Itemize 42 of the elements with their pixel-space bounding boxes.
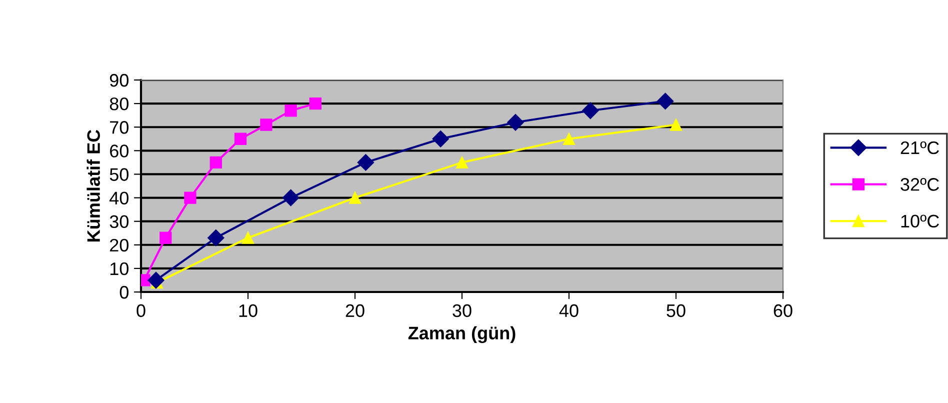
y-tick-label: 20 [110,238,128,252]
x-axis-title: Zaman (gün) [408,326,516,344]
y-tick-label: 30 [110,215,128,228]
point [260,118,272,131]
y-tick-label: 50 [110,168,128,181]
point [284,104,297,117]
point [208,229,224,246]
y-tick-label: 70 [110,121,128,134]
point [456,156,468,169]
point [242,232,254,244]
y-tick-label: 90 [110,74,128,87]
x-tick-label: 40 [559,304,578,318]
x-tick-label: 20 [346,304,364,318]
point [210,156,222,169]
y-axis-title: Kümülatif EC [86,130,100,242]
x-tick-label: 60 [774,304,792,318]
legend-label: 21ºC [900,141,939,154]
y-tick-label: 60 [110,144,128,158]
point [507,114,524,131]
y-tick-label: 10 [110,262,128,276]
x-tick-label: 0 [136,304,146,318]
point [184,192,196,204]
x-tick-label: 30 [452,304,472,318]
point [670,118,682,131]
point [656,92,674,110]
y-tick-label: 0 [120,286,128,299]
point [357,154,374,171]
point [148,272,164,289]
legend-label: 10ºC [901,214,939,228]
point [432,130,449,148]
y-tick-label: 40 [110,192,128,204]
point [562,132,576,145]
point [348,192,362,204]
point [282,189,300,206]
y-tick-label: 80 [110,97,128,110]
point [582,102,599,119]
point [234,132,247,145]
x-tick-label: 50 [666,304,686,318]
legend-label: 32ºC [900,178,939,191]
point [309,97,322,110]
point [160,232,172,244]
x-tick-label: 10 [239,304,258,318]
